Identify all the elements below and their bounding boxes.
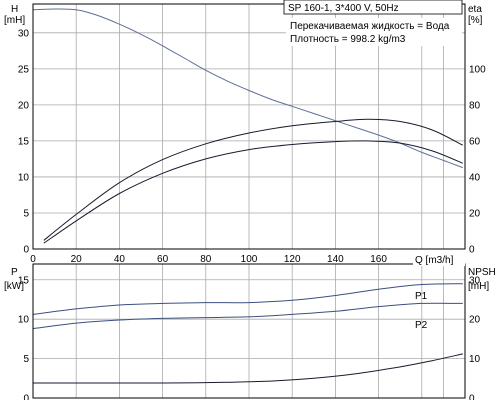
x-tick-label: 0 [30, 254, 36, 265]
chart2-series-3-line [32, 353, 463, 384]
chart1-series-2-line [43, 118, 464, 241]
chart-title: SP 160-1, 3*400 V, 50Hz [288, 3, 399, 14]
x-tick-label: 80 [200, 254, 212, 265]
left-tick-label: 15 [18, 275, 30, 286]
left-tick-label: 0 [23, 245, 29, 256]
npsh-axis-unit: [mH] [468, 281, 489, 292]
x-tick-label: 160 [370, 254, 387, 265]
right-tick-label: 100 [469, 64, 486, 75]
eta-axis-label: eta [468, 4, 482, 15]
left-tick-label: 25 [18, 64, 30, 75]
npsh-axis-label: NPSH [468, 267, 496, 278]
title-box [283, 0, 463, 15]
left-tick-label: 20 [18, 100, 30, 111]
bottom-grid [33, 264, 465, 398]
left-tick-label: 30 [18, 28, 30, 39]
p2-series-label: P2 [415, 320, 428, 331]
right-tick-label: 20 [469, 208, 481, 219]
chart2-series-1-line [32, 283, 463, 315]
bottom-plot-frame [32, 263, 466, 399]
right-tick-label: 60 [469, 136, 481, 147]
x-tick-label: 60 [157, 254, 169, 265]
left-tick-label: 10 [18, 172, 30, 183]
eta-axis-unit: [%] [468, 15, 483, 26]
right-tick-label: 0 [469, 245, 475, 256]
x-axis-label: Q [m3/h] [415, 255, 454, 266]
x-tick-label: 20 [71, 254, 83, 265]
head-axis-unit: [mH] [4, 15, 25, 26]
power-axis-label: P [11, 267, 18, 278]
x-axis-label-bg [413, 254, 465, 266]
chart1-series-3-line [43, 140, 463, 244]
x-tick-label: 140 [327, 254, 344, 265]
chart2-series-2-line [32, 302, 463, 330]
head-axis-label: H [11, 4, 18, 15]
top-plot-frame [32, 3, 466, 250]
chart1-series-1-line [32, 8, 463, 169]
annotation-box [286, 18, 462, 46]
p1-series-label: P1 [415, 291, 428, 302]
curves [32, 8, 464, 384]
left-tick-label: 15 [18, 136, 30, 147]
right-tick-label: 10 [469, 354, 481, 365]
left-tick-label: 10 [18, 315, 30, 326]
left-tick-label: 5 [23, 208, 29, 219]
power-axis-unit: [kW] [4, 281, 24, 292]
right-tick-label: 80 [469, 100, 481, 111]
x-tick-label: 100 [241, 254, 258, 265]
left-tick-label: 5 [23, 354, 29, 365]
right-tick-label: 0 [469, 394, 475, 400]
right-tick-label: 30 [469, 275, 481, 286]
density-annotation: Плотность = 998.2 kg/m3 [290, 34, 406, 45]
x-tick-label: 120 [284, 254, 301, 265]
right-tick-label: 40 [469, 172, 481, 183]
fluid-annotation: Перекачиваемая жидкость = Вода [290, 21, 450, 32]
left-tick-label: 0 [23, 394, 29, 400]
x-tick-label: 40 [114, 254, 126, 265]
right-tick-label: 20 [469, 315, 481, 326]
